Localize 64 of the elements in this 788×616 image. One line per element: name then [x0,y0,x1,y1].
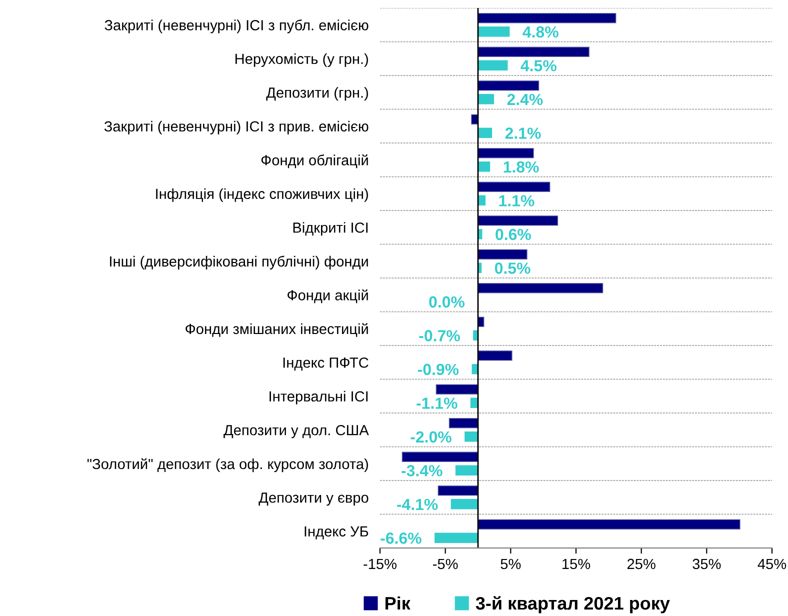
bar [478,162,490,172]
y-tick-label: Відкриті ІСІ [293,222,368,236]
bar [478,94,494,104]
y-tick-label: Депозити у дол. США [224,424,369,438]
bar [478,46,590,57]
bar [478,80,540,91]
bar [478,13,616,24]
bar [478,519,740,530]
data-label: -0.9% [418,364,459,376]
data-label: -4.1% [397,498,438,510]
legend-label: 3-й квартал 2021 року [476,596,670,614]
y-tick-label: Закриті (невенчурні) ІСІ з прив. емісією [104,120,368,134]
x-tick-label: -5% [433,558,458,570]
bar [434,532,478,543]
y-tick-label: Фонди акцій [288,289,368,304]
y-tick-label: Індекс ПФТС [283,357,368,371]
data-label: -6.6% [380,532,422,544]
data-label: -3.4% [402,465,442,476]
bar [478,182,550,192]
data-label: 0.6% [496,228,531,240]
bar [478,26,510,37]
y-tick-label: Інтервальні ІСІ [270,390,368,404]
x-tick-label: 35% [692,558,721,570]
x-tick-label: 5% [500,558,521,570]
x-tick-label: 45% [758,558,786,570]
bar [478,283,604,294]
data-label: 1.1% [499,195,534,206]
y-tick-label: Закриті (невенчурні) ІСІ з публ. емісією [104,20,368,34]
bar [478,128,492,138]
y-tick-label: Інші (диверсифіковані публічні) фонди [110,256,368,270]
y-tick-label: Нерухомість (у грн.) [235,53,368,67]
data-label: 2.4% [507,94,543,106]
y-tick-label: Індекс УБ [304,526,368,540]
data-label: 4.8% [522,26,558,38]
data-label: -2.0% [410,431,452,443]
bar [478,249,528,260]
bar [450,499,478,510]
bar [448,418,478,428]
data-label: 2.1% [505,128,541,139]
y-tick-label: "Золотий" депозит (за оф. курсом золота) [87,458,368,472]
data-label: 1.8% [504,161,539,173]
bar [478,60,508,70]
data-label: 0.5% [494,262,530,274]
x-tick-label: 15% [562,558,590,570]
data-label: -0.7% [419,330,460,342]
bar [478,148,534,158]
bar [478,216,558,226]
legend-label: Рік [386,596,410,610]
bar [438,486,478,496]
y-tick-label: Депозити (грн.) [266,87,368,101]
bar [464,432,478,442]
bar [455,465,478,476]
y-tick-label: Депозити у євро [258,492,368,506]
y-tick-label: Інфляція (індекс споживчих цін) [156,188,368,202]
y-tick-label: Фонди облігацій [261,154,368,168]
y-tick-label: Фонди змішаних інвестицій [186,323,368,337]
x-tick-label: 25% [627,558,656,570]
data-label: -1.1% [416,398,458,409]
bar [478,350,512,361]
x-tick-label: -15% [364,558,397,570]
bar [436,384,478,394]
data-label: 0.0% [429,296,465,308]
data-label: 4.5% [520,60,556,72]
bar [402,452,478,462]
